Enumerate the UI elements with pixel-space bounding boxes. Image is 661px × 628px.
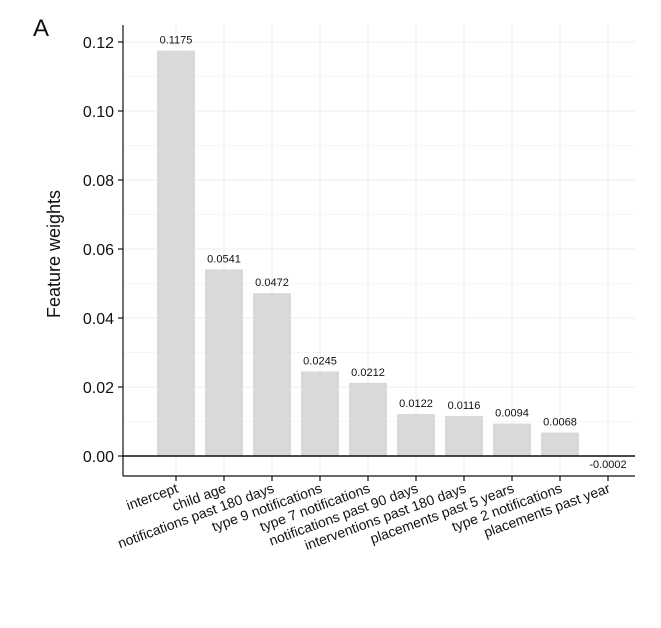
data-label-6: 0.0122: [399, 398, 433, 410]
y-tick-label: 0.04: [83, 311, 114, 328]
bar-6: [397, 413, 435, 456]
data-label-7: 0.0116: [448, 400, 481, 412]
data-label-10: -0.0002: [589, 459, 626, 471]
bar-2: [205, 269, 243, 456]
bar-9: [541, 432, 579, 456]
x-tick-label: intercept: [124, 480, 180, 513]
y-tick-label: 0.08: [83, 173, 114, 190]
y-axis-ticks: 0.00 0.02 0.04 0.06 0.08 0.10 0.12: [83, 35, 123, 466]
bar-3: [253, 293, 291, 456]
y-tick-label: 0.02: [83, 380, 114, 397]
axes: [122, 25, 635, 477]
y-axis-label: Feature weights: [44, 190, 64, 318]
data-label-2: 0.0541: [207, 253, 241, 265]
panel-letter: A: [33, 15, 49, 42]
data-label-8: 0.0094: [495, 408, 529, 420]
data-label-4: 0.0245: [303, 355, 337, 367]
y-tick-label: 0.00: [83, 449, 114, 466]
bar-4: [301, 371, 339, 456]
data-label-5: 0.0212: [351, 367, 385, 379]
data-label-9: 0.0068: [543, 417, 577, 429]
data-labels: 0.1175 0.0541 0.0472 0.0245 0.0212 0.0122 0.01…: [160, 35, 627, 471]
y-tick-label: 0.06: [83, 242, 114, 259]
bar-8: [493, 423, 531, 456]
data-label-1: 0.1175: [160, 35, 193, 47]
y-tick-label: 0.10: [83, 104, 114, 121]
bar-5: [349, 382, 387, 456]
bar-7: [445, 415, 483, 456]
bar-1: [157, 50, 195, 456]
data-label-3: 0.0472: [255, 277, 289, 289]
bars: [157, 50, 627, 457]
y-tick-label: 0.12: [83, 35, 114, 52]
